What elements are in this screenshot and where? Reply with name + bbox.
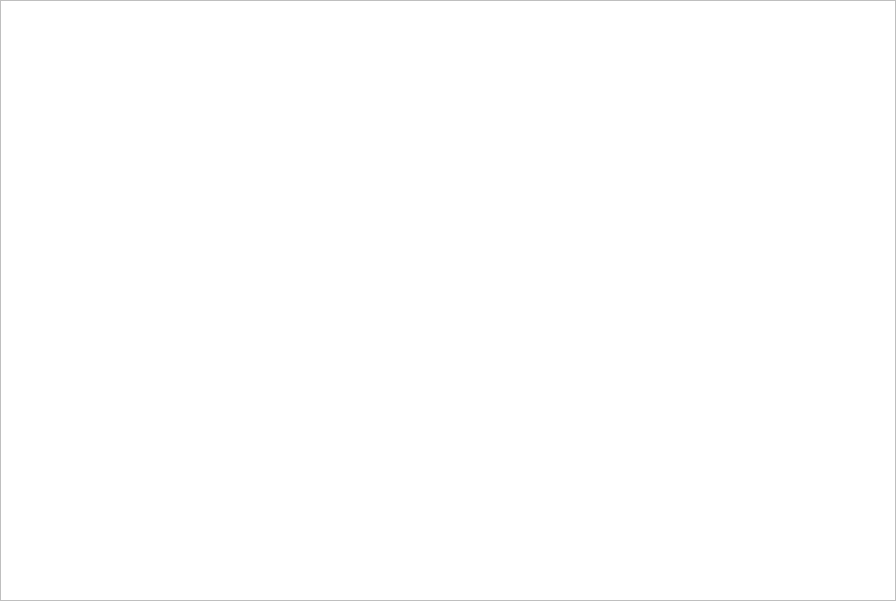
plot-svg	[56, 29, 866, 434]
chart-container	[0, 0, 896, 601]
y-axis-ticks	[21, 29, 54, 434]
x-axis-ticks	[56, 436, 866, 452]
plot-area	[56, 29, 866, 434]
y-axis-label	[7, 29, 21, 434]
